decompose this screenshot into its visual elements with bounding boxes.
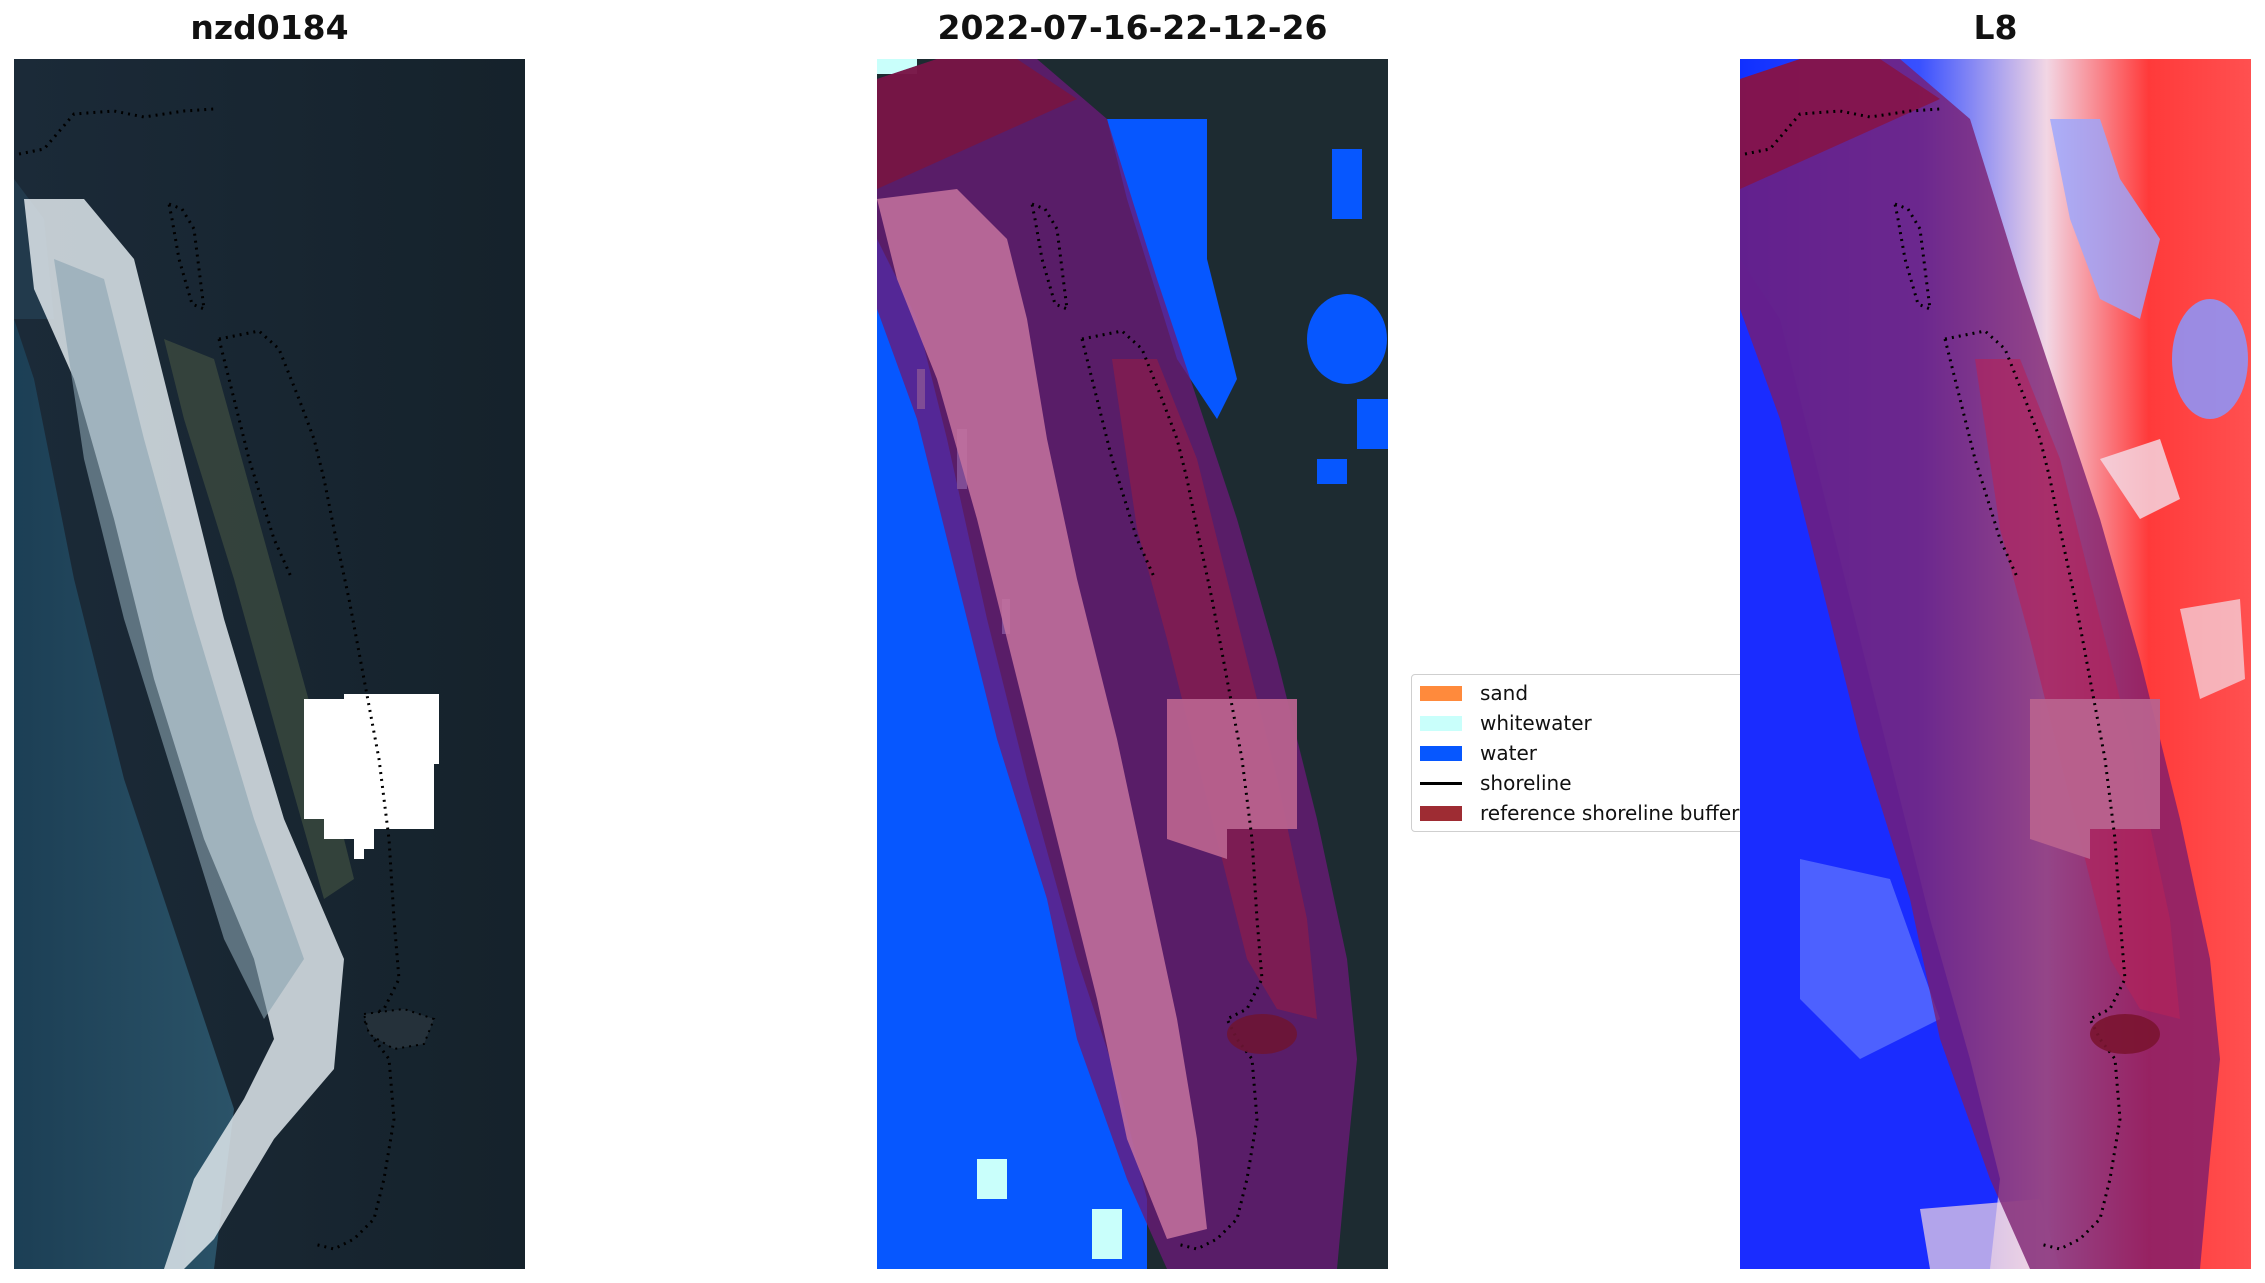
legend: sand whitewater water shoreline referenc… (1411, 674, 1754, 832)
legend-item-whitewater: whitewater (1420, 709, 1592, 737)
legend-label: whitewater (1480, 711, 1592, 735)
shoreline-trace-top (18, 107, 215, 156)
legend-item-shoreline: shoreline (1420, 769, 1572, 797)
rgb-image (14, 59, 525, 1269)
classification-image (877, 59, 1388, 1269)
shoreline-trace-main (218, 329, 401, 1251)
panel-title-classification: 2022-07-16-22-12-26 (937, 8, 1328, 47)
index-cloud-mask-overlay (2030, 699, 2160, 859)
legend-label: sand (1480, 681, 1529, 705)
index-buffer-overlay (1740, 59, 2220, 1269)
legend-item-water: water (1420, 739, 1537, 767)
legend-label: reference shoreline buffer (1480, 801, 1740, 825)
legend-item-sand: sand (1420, 679, 1528, 707)
index-image (1740, 59, 2251, 1269)
shoreline-trace-lagoon (166, 201, 206, 312)
legend-label: water (1480, 741, 1537, 765)
legend-item-reference-buffer: reference shoreline buffer (1420, 799, 1739, 827)
legend-swatch-whitewater (1420, 715, 1462, 731)
headland-outline (362, 1007, 436, 1051)
panel-title-index: L8 (1973, 8, 2018, 47)
legend-label: shoreline (1480, 771, 1572, 795)
legend-swatch-water (1420, 745, 1462, 761)
panel-title-rgb: nzd0184 (190, 8, 349, 47)
legend-swatch-reference-buffer (1420, 805, 1462, 821)
classification-panel (877, 59, 1388, 1269)
cloud-mask-overlay (1167, 699, 1297, 859)
legend-swatch-sand (1420, 685, 1462, 701)
sand-overlay (877, 189, 1207, 1239)
index-image-panel (1740, 59, 2251, 1269)
cloud-mask-patch (304, 694, 439, 859)
shoreline-trace (1081, 329, 1264, 1251)
index-shoreline-trace (1944, 329, 2127, 1251)
legend-swatch-shoreline (1420, 781, 1462, 785)
rgb-image-panel (14, 59, 525, 1269)
